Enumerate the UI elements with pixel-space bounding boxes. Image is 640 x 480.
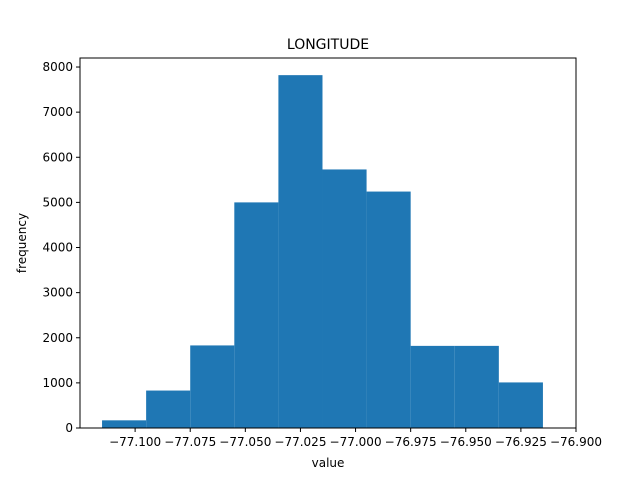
y-tick-label: 7000 xyxy=(42,105,73,119)
histogram-bar xyxy=(102,420,147,428)
y-tick-label: 0 xyxy=(65,421,73,435)
x-tick-label: −77.025 xyxy=(274,435,326,449)
y-tick-label: 8000 xyxy=(42,60,73,74)
chart-title: LONGITUDE xyxy=(287,37,369,53)
histogram-bar xyxy=(498,382,543,428)
x-tick-label: −77.000 xyxy=(330,435,382,449)
x-tick-label: −77.100 xyxy=(109,435,161,449)
x-tick-label: −76.925 xyxy=(495,435,547,449)
histogram-bar xyxy=(234,202,279,428)
y-axis-label: frequency xyxy=(15,213,29,273)
x-tick-label: −76.950 xyxy=(440,435,492,449)
y-tick-label: 4000 xyxy=(42,241,73,255)
y-tick-label: 5000 xyxy=(42,195,73,209)
histogram-bar xyxy=(454,345,499,428)
x-tick-label: −76.900 xyxy=(550,435,602,449)
y-tick-label: 3000 xyxy=(42,286,73,300)
histogram-bar xyxy=(410,345,455,428)
x-tick-label: −77.075 xyxy=(164,435,216,449)
histogram-bar xyxy=(278,75,323,429)
bars-group xyxy=(102,75,543,429)
x-tick-label: −76.975 xyxy=(385,435,437,449)
y-tick-label: 2000 xyxy=(42,331,73,345)
histogram-bar xyxy=(190,345,235,428)
y-tick-label: 1000 xyxy=(42,376,73,390)
y-axis: 0 1000 2000 3000 4000 5000 6000 7000 8000 xyxy=(42,60,80,435)
plot-frame xyxy=(79,57,577,429)
x-axis-label: value xyxy=(312,456,345,470)
histogram-bar xyxy=(366,191,411,428)
histogram-bar xyxy=(322,169,367,428)
histogram-bar xyxy=(146,390,191,428)
y-tick-label: 6000 xyxy=(42,150,73,164)
x-tick-label: −77.050 xyxy=(219,435,271,449)
x-axis: −77.100 −77.075 −77.050 −77.025 −77.000 −76.9… xyxy=(109,428,602,449)
